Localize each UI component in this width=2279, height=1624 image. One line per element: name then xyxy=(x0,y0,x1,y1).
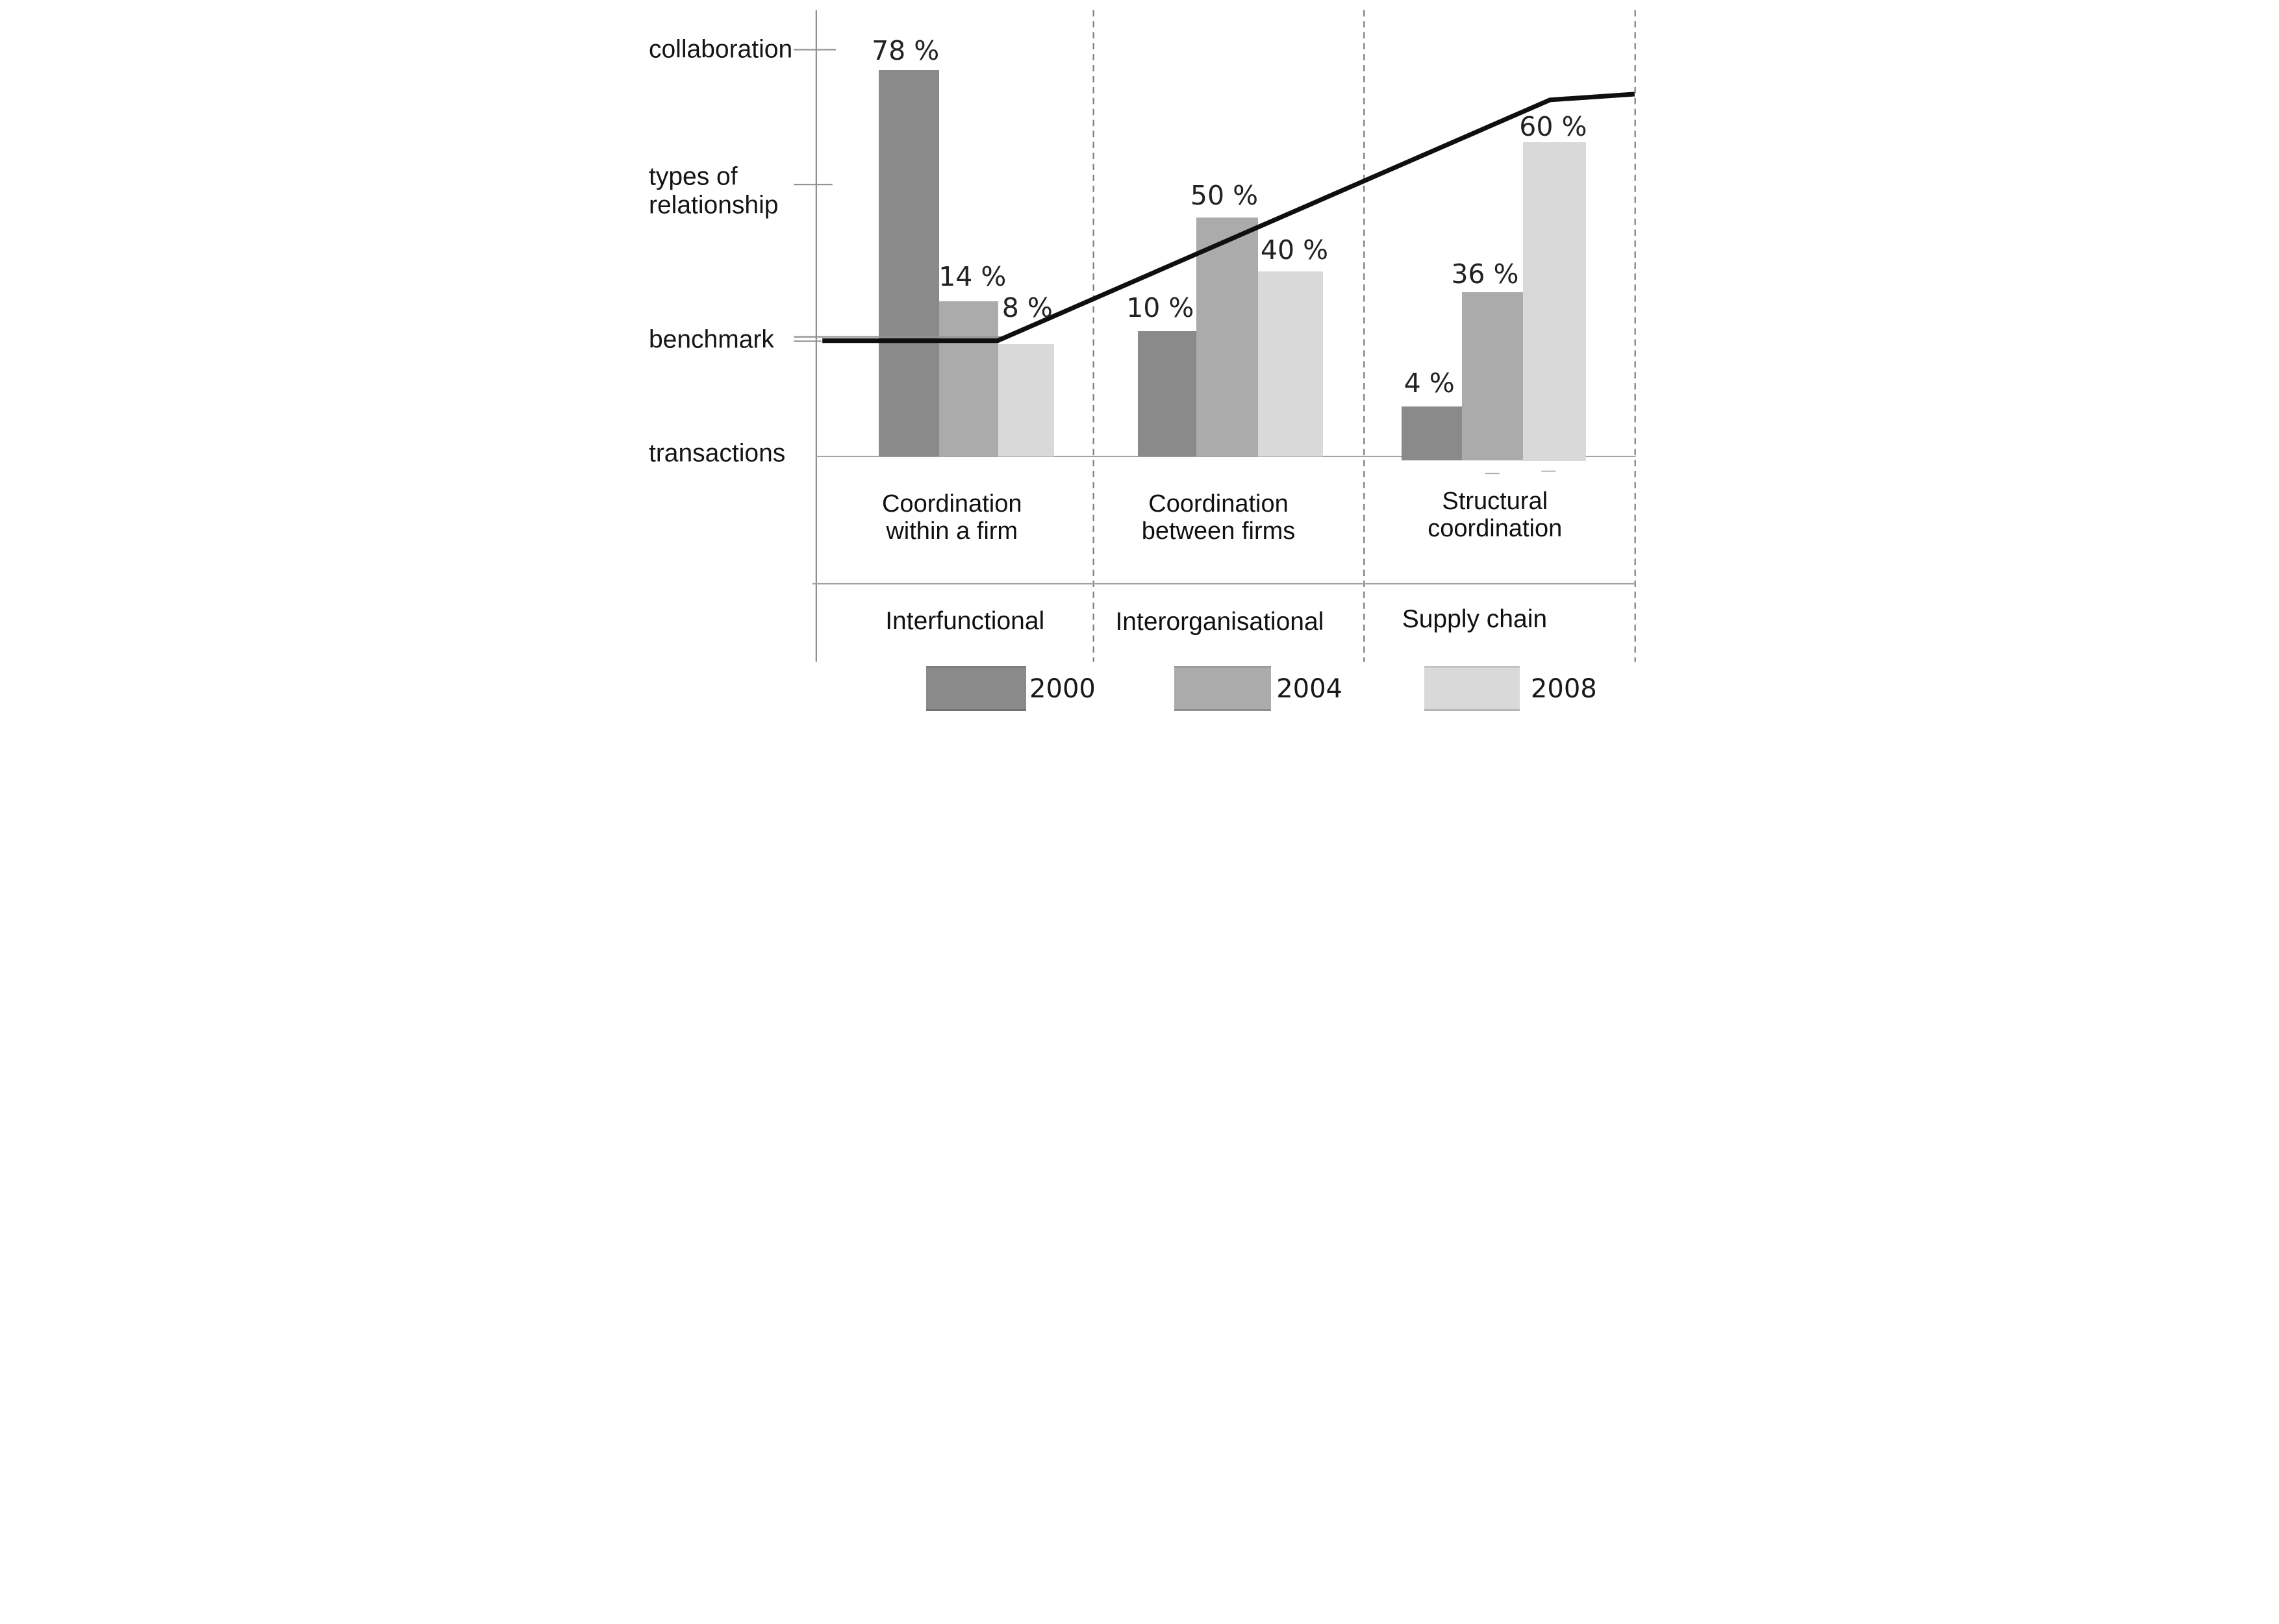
trend-line-layer xyxy=(793,92,1635,344)
category-label-line: Coordination xyxy=(1148,490,1289,518)
value-label-2004-group3: 36 % xyxy=(1451,258,1519,290)
bar-2000-group2 xyxy=(1138,331,1196,456)
y-axis-label-transactions: transactions xyxy=(648,439,786,468)
y-axis-label-types-of: types of xyxy=(648,162,738,191)
bar-2008-group2 xyxy=(1257,271,1324,456)
category-label-coordination-between-firms: Coordination between firms xyxy=(1142,490,1296,545)
bar-2008-group3 xyxy=(1522,142,1587,462)
legend-swatch-2000 xyxy=(925,666,1026,711)
category-label-interorganisational: Interorganisational xyxy=(1115,608,1324,636)
trend-line xyxy=(822,92,1635,344)
value-label-2000-group2: 10 % xyxy=(1126,292,1194,324)
y-axis-label-relationship: relationship xyxy=(648,191,779,219)
legend-label-2004: 2004 xyxy=(1276,674,1343,705)
bar-2004-group2 xyxy=(1196,218,1258,456)
value-label-2000-group3: 4 % xyxy=(1404,368,1455,399)
bars-layer xyxy=(633,0,1646,722)
bar-2008-group1 xyxy=(998,344,1054,456)
bar-2004-group1 xyxy=(938,301,999,456)
chart-canvas: 78 % 10 % 4 % 14 % 50 % 36 % 8 % 40 % 60 % colla… xyxy=(633,0,1646,722)
legend-label-2000: 2000 xyxy=(1029,674,1096,705)
category-label-line: Coordination xyxy=(881,490,1022,518)
bar-2004-group3 xyxy=(1462,292,1523,461)
category-label-structural-coordination: Structural coordination xyxy=(1428,488,1562,542)
category-label-line: within a firm xyxy=(886,518,1018,545)
category-label-supply-chain: Supply chain xyxy=(1402,605,1548,633)
category-label-interfunctional: Interfunctional xyxy=(885,607,1045,636)
y-axis-label-benchmark: benchmark xyxy=(648,325,774,354)
legend-swatch-2008 xyxy=(1424,666,1520,711)
value-label-2008-group1: 8 % xyxy=(1001,292,1053,323)
category-label-line: Structural xyxy=(1442,488,1548,516)
category-label-coordination-within-a-firm: Coordination within a firm xyxy=(882,490,1022,545)
value-label-2008-group2: 40 % xyxy=(1260,234,1329,266)
y-axis-label-collaboration: collaboration xyxy=(648,35,793,64)
bar-2000-group1 xyxy=(879,70,939,456)
bar-2000-group3 xyxy=(1401,406,1463,461)
value-label-2004-group2: 50 % xyxy=(1190,180,1259,211)
category-label-line: coordination xyxy=(1428,515,1563,543)
value-label-2008-group3: 60 % xyxy=(1519,110,1587,142)
category-label-line: between firms xyxy=(1141,518,1296,545)
value-label-2000-group1: 78 % xyxy=(872,34,940,66)
value-label-2004-group1: 14 % xyxy=(938,260,1007,292)
legend-label-2008: 2008 xyxy=(1530,674,1597,705)
value-labels-layer: 78 % 10 % 4 % 14 % 50 % 36 % 8 % 40 % 60 % xyxy=(633,0,1646,722)
legend-swatch-2004 xyxy=(1174,666,1271,711)
